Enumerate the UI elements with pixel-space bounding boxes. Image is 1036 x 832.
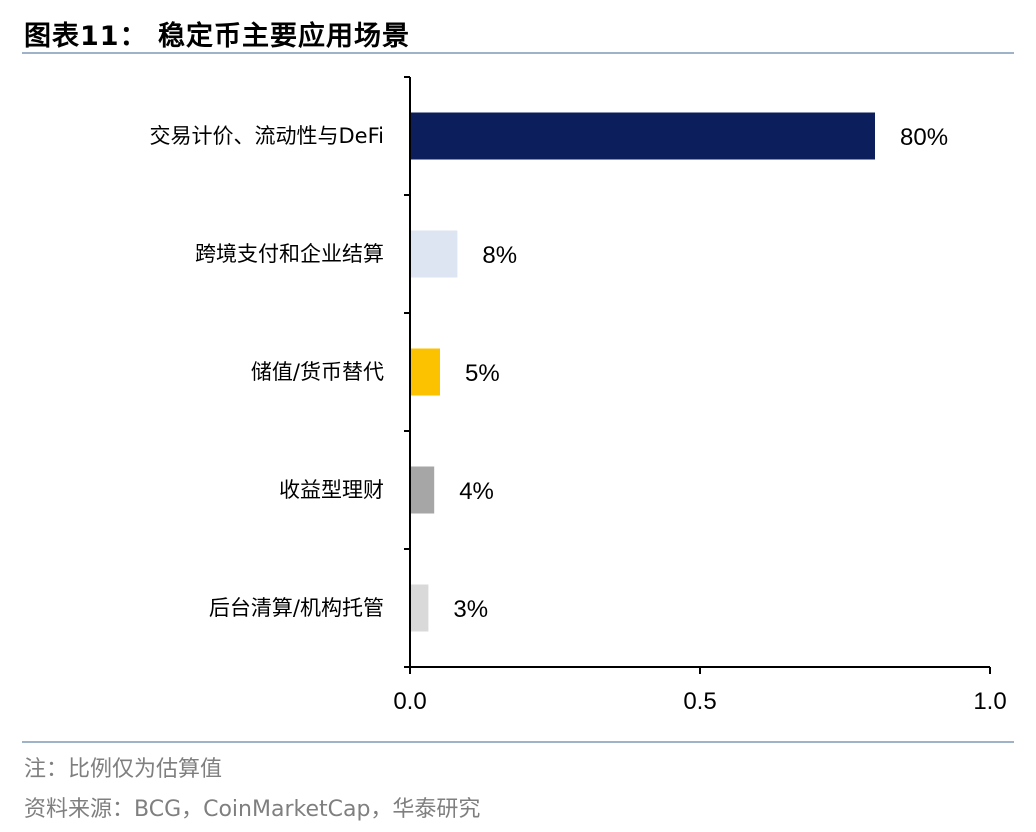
bars-group	[411, 112, 875, 632]
chart-source: 资料来源：BCG，CoinMarketCap，华泰研究	[24, 797, 481, 822]
bar-chart: 交易计价、流动性与DeFi 80% 跨境支付和企业结算 8% 储值/货币替代 5% 收益型理…	[150, 76, 1007, 715]
value-label-4: 3%	[453, 596, 488, 623]
category-label-3: 收益型理财	[279, 478, 384, 502]
x-tick-label-0: 0.0	[393, 688, 426, 715]
value-label-1: 8%	[482, 242, 517, 269]
bar-0	[411, 112, 875, 160]
category-label-0: 交易计价、流动性与DeFi	[150, 124, 384, 148]
page-title: 图表11： 稳定币主要应用场景	[24, 21, 410, 52]
chart-note: 注：比例仅为估算值	[24, 757, 223, 782]
value-label-0: 80%	[900, 124, 948, 151]
value-label-3: 4%	[459, 478, 494, 505]
axes-group: 交易计价、流动性与DeFi 80% 跨境支付和企业结算 8% 储值/货币替代 5% 收益型理…	[150, 76, 1007, 715]
x-tick-label-1: 0.5	[683, 688, 716, 715]
title-divider	[22, 52, 1014, 54]
category-label-1: 跨境支付和企业结算	[195, 242, 384, 266]
bar-2	[411, 348, 440, 396]
x-tick-label-2: 1.0	[973, 688, 1006, 715]
bar-3	[411, 466, 435, 514]
bar-1	[411, 230, 458, 278]
category-label-4: 后台清算/机构托管	[209, 596, 384, 620]
footer-divider	[22, 741, 1014, 743]
bar-4	[411, 584, 429, 632]
category-label-2: 储值/货币替代	[251, 360, 384, 384]
value-label-2: 5%	[465, 360, 500, 387]
